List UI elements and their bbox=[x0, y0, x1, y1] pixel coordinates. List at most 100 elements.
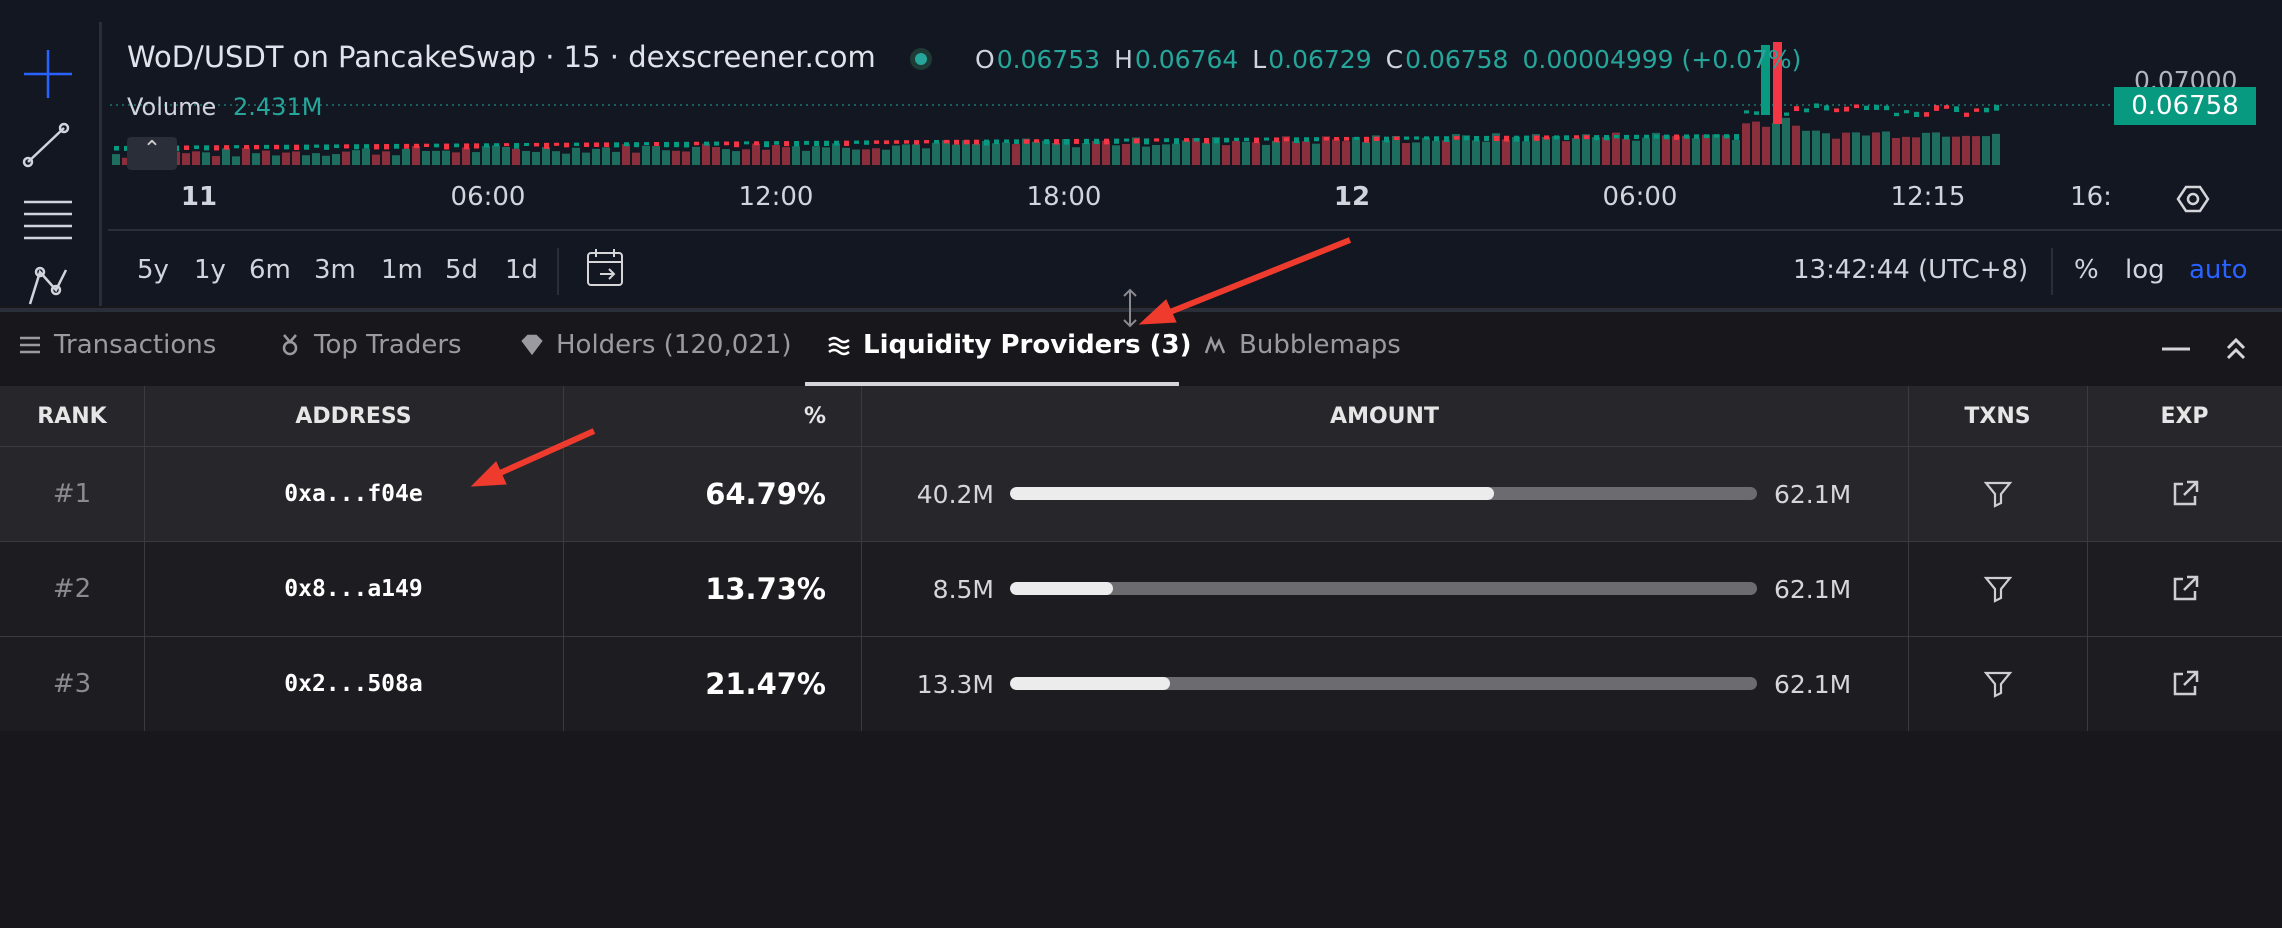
volume-bar-decor bbox=[1052, 142, 1060, 165]
address[interactable]: 0x2...508a bbox=[284, 671, 423, 697]
range-button[interactable]: 5y bbox=[137, 255, 169, 285]
volume-bar-decor bbox=[1702, 134, 1710, 165]
range-button[interactable]: 1d bbox=[505, 255, 539, 285]
candle-decor bbox=[1304, 137, 1309, 142]
collapse-button[interactable]: ⌃ bbox=[127, 137, 177, 170]
candle-decor bbox=[764, 141, 769, 148]
address[interactable]: 0x8...a149 bbox=[284, 576, 423, 602]
candle-decor bbox=[624, 142, 629, 147]
fib-tool[interactable] bbox=[24, 200, 72, 240]
candle-decor bbox=[1784, 112, 1789, 116]
volume-bar-decor bbox=[1712, 134, 1720, 165]
volume-bar-decor bbox=[282, 152, 290, 165]
candle-decor bbox=[1564, 135, 1569, 141]
candle-decor bbox=[1664, 134, 1669, 140]
volume-bar-decor bbox=[1152, 144, 1160, 165]
external-link-icon[interactable] bbox=[2170, 479, 2200, 509]
column-divider bbox=[2087, 447, 2088, 541]
amount: 13.3M bbox=[916, 669, 994, 699]
candle-decor bbox=[824, 140, 829, 147]
explorer-link[interactable] bbox=[2087, 447, 2282, 541]
range-button[interactable]: 1m bbox=[381, 255, 423, 285]
volume-bar-decor bbox=[772, 145, 780, 165]
tab[interactable]: Liquidity Providers (3) bbox=[827, 330, 1192, 360]
txns-filter[interactable] bbox=[1908, 542, 2087, 636]
address[interactable]: 0xa...f04e bbox=[284, 481, 423, 507]
explorer-link[interactable] bbox=[2087, 542, 2282, 636]
time-axis-label: 06:00 bbox=[450, 182, 526, 212]
candle-decor bbox=[1264, 137, 1269, 141]
candle-decor bbox=[544, 142, 549, 149]
column-divider bbox=[2087, 637, 2088, 731]
volume-bar-decor bbox=[1882, 131, 1890, 165]
amount-bar-track bbox=[1010, 487, 1757, 500]
tab[interactable]: Holders (120,021) bbox=[520, 330, 792, 360]
tab-label: Holders (120,021) bbox=[556, 330, 792, 360]
active-tab-underline bbox=[805, 382, 1179, 386]
volume-bar-decor bbox=[222, 148, 230, 165]
candle-decor bbox=[904, 140, 909, 144]
table-row[interactable]: #3 0x2...508a 21.47% 13.3M 62.1M bbox=[0, 636, 2282, 731]
candle-decor bbox=[1584, 135, 1589, 140]
volume-bar-decor bbox=[1612, 132, 1620, 165]
column-divider bbox=[563, 542, 564, 636]
crosshair-tool[interactable] bbox=[24, 50, 72, 98]
table-row[interactable]: #1 0xa...f04e 64.79% 40.2M 62.1M bbox=[0, 446, 2282, 541]
scale-option[interactable]: log bbox=[2125, 255, 2165, 285]
external-link-icon[interactable] bbox=[2170, 669, 2200, 699]
candle-decor bbox=[334, 144, 339, 149]
volume-bar-decor bbox=[1542, 136, 1550, 165]
explorer-link[interactable] bbox=[2087, 637, 2282, 731]
range-button[interactable]: 6m bbox=[249, 255, 291, 285]
pattern-tool[interactable] bbox=[28, 266, 68, 305]
volume-bar-decor bbox=[372, 154, 380, 165]
filter-icon[interactable] bbox=[1983, 480, 2013, 508]
expand-button[interactable] bbox=[2226, 337, 2246, 360]
candle-decor bbox=[224, 145, 229, 150]
tab[interactable]: Transactions bbox=[18, 330, 216, 360]
range-button[interactable]: 5d bbox=[445, 255, 479, 285]
candle-decor bbox=[1804, 108, 1809, 113]
ohlc-item: L 0.06729 bbox=[1252, 45, 1371, 74]
filter-icon[interactable] bbox=[1983, 670, 2013, 698]
candle-decor bbox=[604, 142, 609, 148]
candle-decor bbox=[394, 143, 399, 149]
volume-bar-decor bbox=[1012, 144, 1020, 165]
table-row[interactable]: #2 0x8...a149 13.73% 8.5M 62.1M bbox=[0, 541, 2282, 636]
ohlc: O 0.06753 H 0.06764 L 0.06729 C 0.06758 0.000049… bbox=[975, 45, 1801, 74]
candle-decor bbox=[754, 141, 759, 146]
settings-icon[interactable] bbox=[2176, 185, 2210, 213]
external-link-icon[interactable] bbox=[2170, 574, 2200, 604]
candle-decor bbox=[614, 142, 619, 148]
volume-bar-decor bbox=[1302, 141, 1310, 165]
volume-bar-decor bbox=[432, 150, 440, 165]
scale-option[interactable]: auto bbox=[2189, 255, 2248, 285]
scale-option[interactable]: % bbox=[2074, 255, 2099, 285]
volume-bar-decor bbox=[1762, 126, 1770, 165]
range-button[interactable]: 1y bbox=[194, 255, 226, 285]
volume-bar-decor bbox=[1412, 142, 1420, 165]
candle-decor bbox=[1954, 106, 1959, 113]
volume-bar-decor bbox=[1732, 140, 1740, 165]
tab[interactable]: Bubblemaps bbox=[1203, 330, 1401, 360]
candle-decor bbox=[1844, 106, 1849, 112]
time-axis-label: 06:00 bbox=[1602, 182, 1678, 212]
tab-label: Transactions bbox=[54, 330, 217, 360]
percent: 64.79% bbox=[705, 477, 826, 511]
filter-icon[interactable] bbox=[1983, 575, 2013, 603]
calendar-icon[interactable] bbox=[587, 249, 623, 286]
candle-decor bbox=[1594, 135, 1599, 141]
volume-bar-decor bbox=[1582, 134, 1590, 165]
volume-bar-decor bbox=[732, 151, 740, 165]
volume-bar-decor bbox=[1192, 138, 1200, 165]
range-button[interactable]: 3m bbox=[314, 255, 356, 285]
volume-bar-decor bbox=[1782, 117, 1790, 165]
txns-filter[interactable] bbox=[1908, 447, 2087, 541]
trendline-tool[interactable] bbox=[22, 122, 70, 168]
volume-bar-decor bbox=[1362, 142, 1370, 165]
volume-bar-decor bbox=[1162, 144, 1170, 165]
candle-decor bbox=[584, 142, 589, 147]
txns-filter[interactable] bbox=[1908, 637, 2087, 731]
tab[interactable]: Top Traders bbox=[278, 330, 462, 360]
volume-bar-decor bbox=[792, 146, 800, 165]
